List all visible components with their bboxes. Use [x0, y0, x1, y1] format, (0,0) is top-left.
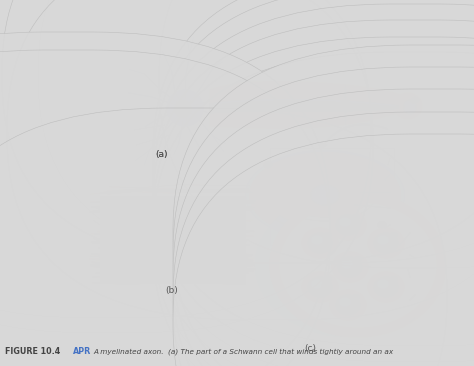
FancyBboxPatch shape	[159, 0, 474, 268]
Ellipse shape	[378, 280, 388, 288]
Ellipse shape	[167, 90, 203, 126]
Polygon shape	[210, 100, 398, 113]
FancyBboxPatch shape	[153, 4, 474, 366]
Ellipse shape	[368, 272, 404, 302]
Text: A myelinated axon.  (a) The part of a Schwann cell that winds tightly around an : A myelinated axon. (a) The part of a Sch…	[93, 349, 393, 355]
Circle shape	[353, 294, 359, 300]
Text: FIGURE 10.4: FIGURE 10.4	[5, 347, 60, 356]
Circle shape	[325, 276, 331, 282]
Circle shape	[378, 222, 386, 228]
Ellipse shape	[182, 104, 190, 111]
Ellipse shape	[302, 228, 338, 258]
FancyBboxPatch shape	[173, 112, 474, 366]
FancyBboxPatch shape	[153, 0, 474, 362]
FancyBboxPatch shape	[153, 0, 474, 346]
FancyBboxPatch shape	[153, 20, 474, 366]
FancyBboxPatch shape	[0, 32, 330, 366]
Polygon shape	[342, 101, 348, 107]
Bar	[100, 196, 245, 283]
Circle shape	[391, 232, 398, 238]
Ellipse shape	[332, 252, 368, 282]
Ellipse shape	[311, 185, 339, 205]
Ellipse shape	[302, 272, 338, 302]
FancyBboxPatch shape	[153, 52, 474, 366]
FancyBboxPatch shape	[0, 0, 373, 333]
FancyBboxPatch shape	[38, 0, 474, 263]
Circle shape	[325, 232, 331, 238]
Text: (a): (a)	[156, 150, 168, 160]
Ellipse shape	[330, 290, 366, 320]
Ellipse shape	[250, 153, 400, 237]
Circle shape	[353, 214, 359, 220]
Ellipse shape	[330, 210, 366, 240]
FancyBboxPatch shape	[0, 50, 330, 366]
Text: (c): (c)	[304, 344, 316, 352]
Ellipse shape	[175, 101, 191, 117]
Circle shape	[411, 97, 419, 103]
Ellipse shape	[308, 277, 332, 297]
Ellipse shape	[394, 93, 422, 119]
Ellipse shape	[340, 218, 350, 226]
FancyBboxPatch shape	[0, 0, 371, 318]
Bar	[270, 148, 394, 245]
Ellipse shape	[374, 277, 398, 297]
Ellipse shape	[378, 236, 388, 244]
Ellipse shape	[308, 233, 332, 253]
Circle shape	[355, 256, 362, 262]
Circle shape	[391, 276, 398, 282]
FancyBboxPatch shape	[153, 37, 474, 366]
Ellipse shape	[312, 280, 322, 288]
Ellipse shape	[368, 228, 404, 258]
FancyBboxPatch shape	[173, 134, 474, 366]
Ellipse shape	[315, 188, 327, 196]
Text: APR: APR	[73, 347, 91, 356]
FancyBboxPatch shape	[7, 0, 474, 320]
Ellipse shape	[245, 150, 405, 240]
FancyBboxPatch shape	[173, 67, 474, 366]
Ellipse shape	[340, 298, 350, 306]
Ellipse shape	[280, 203, 436, 327]
Polygon shape	[210, 82, 400, 128]
FancyBboxPatch shape	[0, 108, 447, 366]
Ellipse shape	[404, 100, 416, 114]
Text: (b): (b)	[165, 285, 178, 295]
Ellipse shape	[342, 260, 352, 268]
FancyBboxPatch shape	[173, 89, 474, 366]
Ellipse shape	[280, 173, 370, 217]
Ellipse shape	[374, 233, 398, 253]
FancyBboxPatch shape	[2, 0, 474, 263]
Ellipse shape	[270, 193, 446, 337]
Ellipse shape	[312, 236, 322, 244]
Ellipse shape	[250, 153, 400, 237]
Circle shape	[264, 162, 272, 168]
Ellipse shape	[336, 215, 360, 235]
FancyBboxPatch shape	[173, 45, 474, 366]
Ellipse shape	[255, 193, 441, 337]
Ellipse shape	[266, 164, 384, 226]
Ellipse shape	[336, 295, 360, 315]
Ellipse shape	[338, 257, 362, 277]
Text: (a): (a)	[156, 150, 168, 160]
